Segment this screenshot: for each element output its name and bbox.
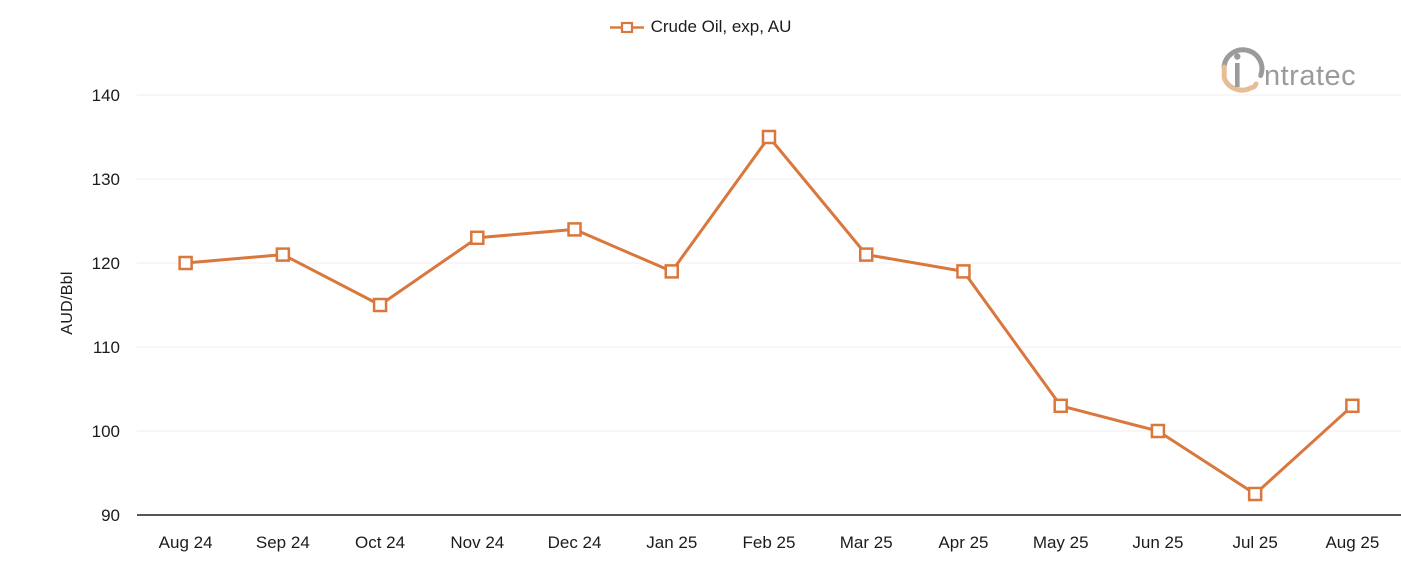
data-point-marker[interactable] xyxy=(567,222,582,237)
data-point-marker[interactable] xyxy=(956,264,971,279)
x-tick-label: Jan 25 xyxy=(646,533,697,552)
x-tick-label: Jul 25 xyxy=(1232,533,1277,552)
y-tick-label: 90 xyxy=(101,506,120,525)
data-point-marker[interactable] xyxy=(1345,398,1360,414)
y-tick-label: 140 xyxy=(92,86,120,105)
data-point-marker[interactable] xyxy=(178,255,193,271)
intratec-logo-icon xyxy=(1221,47,1265,93)
series-line xyxy=(184,135,1354,496)
x-tick-label: Feb 25 xyxy=(743,533,796,552)
y-tick-label: 110 xyxy=(93,338,120,357)
legend-marker-icon xyxy=(609,21,644,33)
y-tick-label: 130 xyxy=(92,170,120,189)
legend-label: Crude Oil, exp, AU xyxy=(650,17,792,36)
data-point-marker[interactable] xyxy=(761,129,777,145)
data-point-marker[interactable] xyxy=(470,230,485,246)
x-tick-label: Nov 24 xyxy=(450,533,504,552)
data-point-marker[interactable] xyxy=(1150,423,1166,439)
y-tick-label: 120 xyxy=(92,254,120,273)
y-tick-label: 100 xyxy=(92,422,120,441)
x-tick-label: Aug 24 xyxy=(159,533,213,552)
data-point-marker[interactable] xyxy=(858,247,874,262)
data-point-marker[interactable] xyxy=(372,297,388,313)
x-tick-label: Sep 24 xyxy=(256,533,310,552)
x-tick-label: May 25 xyxy=(1033,533,1089,552)
intratec-logo-text: ntratec xyxy=(1264,60,1357,92)
data-point-marker[interactable] xyxy=(1247,486,1263,502)
x-tick-label: Oct 24 xyxy=(355,533,405,552)
x-tick-label: Jun 25 xyxy=(1132,533,1183,552)
intratec-logo: ntratec xyxy=(1218,42,1378,98)
x-tick-label: Apr 25 xyxy=(938,533,988,552)
x-tick-label: Aug 25 xyxy=(1325,533,1379,552)
data-point-marker[interactable] xyxy=(664,264,680,279)
data-point-marker[interactable] xyxy=(1053,398,1068,414)
legend-item[interactable]: Crude Oil, exp, AU xyxy=(0,17,1401,37)
data-point-marker[interactable] xyxy=(275,247,291,262)
x-tick-label: Mar 25 xyxy=(840,533,893,552)
x-tick-label: Dec 24 xyxy=(548,533,602,552)
